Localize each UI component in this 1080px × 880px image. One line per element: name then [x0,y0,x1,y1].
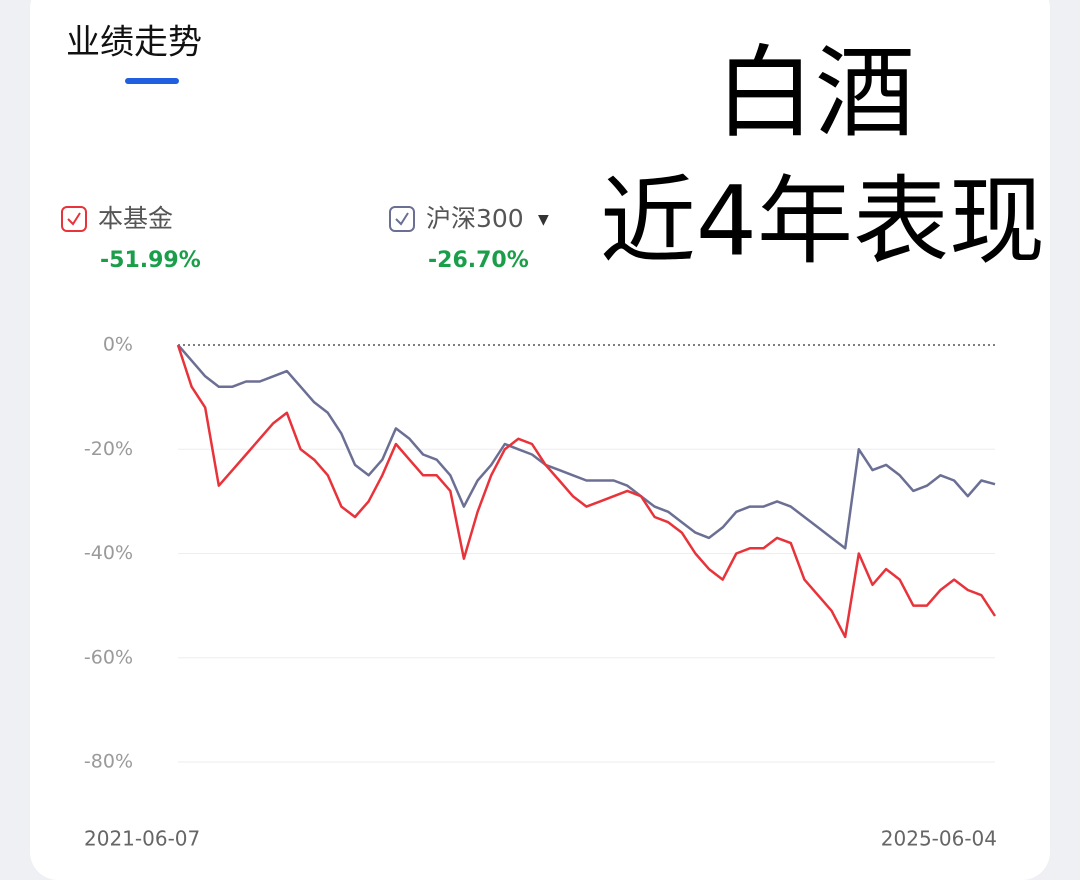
x-tick-label: 2021-06-07 [84,827,200,851]
y-tick-label: 0% [103,334,133,356]
card [30,0,1050,880]
dropdown-icon[interactable]: ▼ [538,212,549,228]
legend-return: -51.99% [100,248,201,273]
series-line [177,344,996,550]
legend-label: 沪深300 [426,204,524,233]
legend-check [67,212,81,226]
legend-checkbox [61,206,87,232]
title-underline [125,78,179,84]
overlay-text: 白酒 [715,34,915,151]
overlay-text: 近4年表现 [600,165,1045,277]
chart-title: 业绩走势 [66,23,202,63]
legend-return: -26.70% [428,248,529,273]
legend-check [395,212,409,226]
y-tick-label: -60% [84,646,133,668]
y-tick-label: -20% [84,438,133,460]
legend-checkbox [389,206,415,232]
legend-label: 本基金 [98,204,173,233]
y-tick-label: -40% [84,542,133,564]
series-line [176,344,997,639]
x-tick-label: 2025-06-04 [881,827,997,851]
y-tick-label: -80% [84,751,133,773]
